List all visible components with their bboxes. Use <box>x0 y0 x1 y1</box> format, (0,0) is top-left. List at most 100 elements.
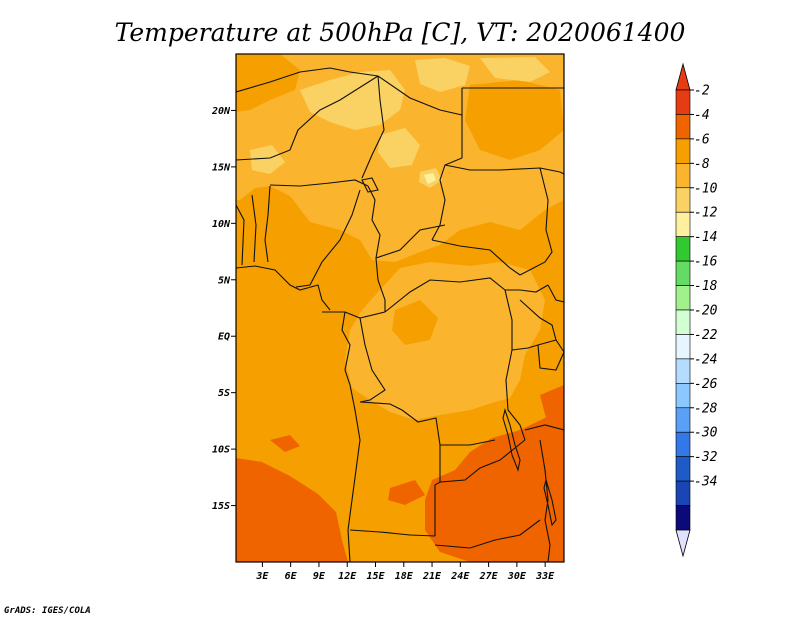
colorbar-label: -14 <box>694 230 717 245</box>
border-nigeria-cameroon <box>295 189 361 288</box>
border-south-sudan-east <box>444 164 564 175</box>
x-axis: 3E 6E 9E 12E 15E 18E 21E 24E 27E 30E 33E <box>255 562 555 582</box>
border-angola-namibia <box>349 529 436 537</box>
field-region-sahara-cool-g <box>424 173 436 184</box>
lake-victoria <box>537 339 564 371</box>
colorbar-swatch <box>675 260 691 286</box>
border-kenya <box>547 284 564 303</box>
x-tick-label: 18E <box>395 571 414 582</box>
border-chad-cameroon <box>367 185 381 259</box>
colorbar-over-arrow <box>675 62 691 91</box>
colorbar-swatch <box>675 358 691 384</box>
colorbar-label: -28 <box>694 401 718 416</box>
colorbar-label: -24 <box>694 352 717 367</box>
colorbar: -2 -4 -6 -8 -10 -12 -14 -16 -18 -20 -22 -24 -26 -28 -3… <box>675 62 718 558</box>
border-sudan-ethiopia <box>519 167 553 276</box>
colorbar-swatch <box>675 309 691 335</box>
colorbar-label: -18 <box>694 279 718 294</box>
border-zambia-south <box>434 519 541 549</box>
y-tick-label: EQ <box>218 332 230 343</box>
field-region-north-pocket-b <box>465 80 564 160</box>
colorbar-label: -22 <box>694 328 718 343</box>
colorbar-swatch <box>675 505 691 531</box>
border-nigeria-benin <box>264 185 271 263</box>
border-cameroon-car <box>375 257 386 312</box>
colorbar-swatch <box>675 285 691 311</box>
x-tick-label: 27E <box>479 571 499 582</box>
colorbar-swatch <box>675 407 691 433</box>
x-tick-label: 12E <box>338 571 357 582</box>
border-drc-zambia <box>439 439 526 483</box>
border-chad-car <box>375 224 446 259</box>
border-niger-nigeria <box>269 179 369 187</box>
colorbar-swatch <box>675 114 691 140</box>
colorbar-label: -16 <box>694 255 718 270</box>
border-benin-togo <box>251 194 257 263</box>
border-malawi <box>539 439 551 562</box>
colorbar-swatch <box>675 211 691 237</box>
colorbar-swatch <box>675 187 691 213</box>
colorbar-label: -10 <box>694 181 718 196</box>
colorbar-swatch <box>675 89 691 115</box>
border-tanzania <box>524 424 564 431</box>
border-niger-chad <box>361 75 385 179</box>
grads-credit: GrADS: IGES/COLA <box>4 606 91 616</box>
border-chad-sudan <box>431 157 463 241</box>
field-region-sahara-cool-d <box>250 145 285 174</box>
y-tick-label: 15N <box>212 162 231 173</box>
colorbar-swatch <box>675 163 691 189</box>
chart-title: Temperature at 500hPa [C], VT: 202006140… <box>115 18 686 47</box>
colorbar-swatch <box>675 383 691 409</box>
colorbar-label: -6 <box>694 132 710 147</box>
border-sudan-south <box>431 239 521 276</box>
border-drc-east <box>504 289 526 441</box>
colorbar-swatch <box>675 236 691 262</box>
colorbar-swatch <box>675 431 691 457</box>
colorbar-swatch <box>675 456 691 482</box>
x-tick-label: 33E <box>535 571 555 582</box>
x-tick-label: 21E <box>422 571 442 582</box>
border-congo-drc <box>359 317 386 403</box>
lake-chad <box>361 177 379 193</box>
field-region-sahara-cool-b <box>415 58 470 92</box>
field-region-central-pocket <box>392 300 438 345</box>
y-tick-label: 5S <box>218 388 230 399</box>
x-tick-label: 3E <box>255 571 269 582</box>
y-tick-label: 20N <box>211 106 231 117</box>
colorbar-swatch <box>675 480 691 506</box>
border-algeria-niger <box>236 67 379 93</box>
x-tick-label: 30E <box>507 571 527 582</box>
coast-angola <box>347 384 361 562</box>
field-region-sw-edge <box>270 435 300 452</box>
y-tick-label: 10S <box>212 445 230 456</box>
country-borders <box>236 67 564 562</box>
field-region-central-basin <box>345 262 545 420</box>
x-tick-label: 15E <box>366 571 385 582</box>
border-drc-angola <box>359 401 496 446</box>
field-region-sahara-cool-c <box>378 128 420 168</box>
colorbar-label: -32 <box>694 450 718 465</box>
border-cameroon-south <box>322 311 386 319</box>
border-uganda <box>519 299 557 341</box>
x-tick-label: 6E <box>285 571 298 582</box>
y-tick-label: 5N <box>218 275 231 286</box>
map-frame <box>235 53 565 563</box>
field-region-angola-warm-streak <box>388 480 425 505</box>
border-car-drc <box>384 277 506 313</box>
coast-gulf-of-guinea <box>236 265 331 311</box>
field-region-zambia-warm <box>425 405 564 562</box>
border-libya-chad <box>377 75 463 116</box>
colorbar-label: -34 <box>694 475 717 490</box>
lake-malawi <box>543 477 557 527</box>
colorbar-label: -12 <box>694 206 718 221</box>
border-angola-zambia <box>434 481 441 536</box>
colorbar-swatch <box>675 334 691 360</box>
field-region-east-warm-streak <box>540 385 564 426</box>
colorbar-label: -2 <box>694 84 710 99</box>
x-tick-label: 9E <box>313 571 326 582</box>
colorbar-label: -8 <box>694 157 710 172</box>
colorbar-label: -20 <box>694 304 718 319</box>
border-south-sudan-uganda <box>505 284 549 293</box>
field-region-north-pocket-c <box>236 190 360 282</box>
